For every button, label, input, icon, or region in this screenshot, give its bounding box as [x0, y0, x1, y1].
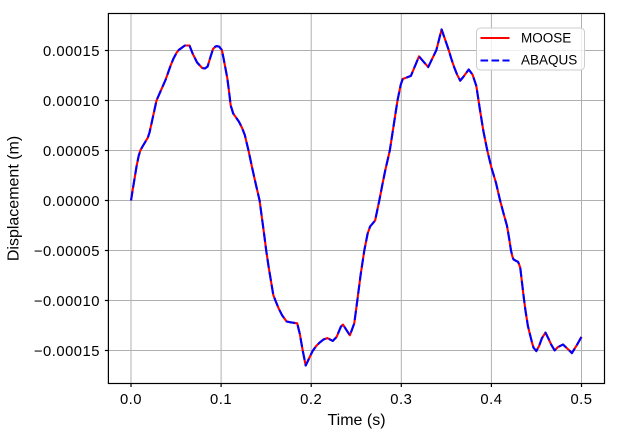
svg-text:Displacement (m): Displacement (m): [6, 136, 23, 261]
svg-text:MOOSE: MOOSE: [521, 31, 571, 46]
svg-text:0.00000: 0.00000: [43, 194, 100, 210]
svg-text:0.4: 0.4: [480, 392, 502, 408]
svg-text:0.3: 0.3: [390, 392, 412, 408]
svg-text:ABAQUS: ABAQUS: [521, 53, 577, 68]
svg-text:−0.00010: −0.00010: [34, 294, 100, 310]
svg-text:0.1: 0.1: [210, 392, 232, 408]
svg-text:Time (s): Time (s): [327, 412, 385, 429]
svg-text:0.00015: 0.00015: [43, 44, 100, 60]
svg-text:−0.00005: −0.00005: [34, 244, 100, 260]
svg-text:−0.00015: −0.00015: [34, 344, 100, 360]
svg-text:0.0: 0.0: [120, 392, 142, 408]
svg-text:0.5: 0.5: [570, 392, 592, 408]
svg-text:0.00010: 0.00010: [43, 94, 100, 110]
svg-text:0.2: 0.2: [300, 392, 322, 408]
svg-text:0.00005: 0.00005: [43, 144, 100, 160]
